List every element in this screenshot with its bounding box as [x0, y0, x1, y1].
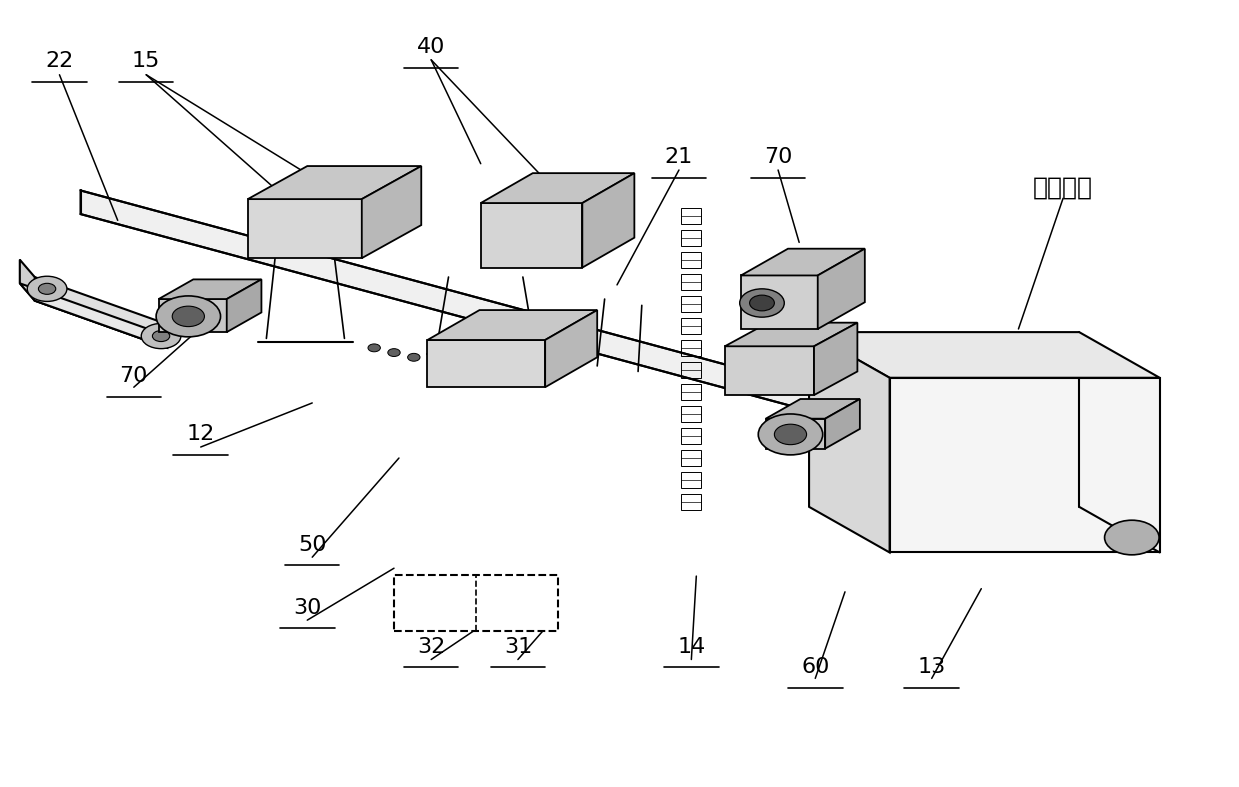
- Polygon shape: [741, 249, 865, 275]
- Text: 13: 13: [918, 657, 945, 678]
- Text: 70: 70: [764, 147, 792, 168]
- Text: 12: 12: [187, 424, 214, 445]
- Text: 60: 60: [802, 657, 829, 678]
- Bar: [681, 208, 701, 224]
- Circle shape: [408, 353, 420, 361]
- Circle shape: [141, 323, 181, 349]
- Polygon shape: [814, 323, 857, 395]
- Polygon shape: [809, 332, 890, 552]
- Polygon shape: [159, 299, 227, 332]
- Polygon shape: [20, 283, 167, 348]
- Bar: [681, 230, 701, 246]
- Bar: [681, 362, 701, 378]
- Polygon shape: [818, 249, 865, 329]
- Circle shape: [172, 306, 204, 327]
- Circle shape: [388, 349, 400, 357]
- Bar: [681, 450, 701, 466]
- Bar: [681, 384, 701, 400]
- Polygon shape: [248, 199, 362, 258]
- Polygon shape: [227, 279, 261, 332]
- Bar: [681, 274, 701, 290]
- Bar: [394, 575, 558, 631]
- Circle shape: [152, 331, 170, 342]
- Polygon shape: [427, 310, 597, 340]
- Circle shape: [368, 344, 380, 352]
- Text: 30: 30: [294, 597, 321, 618]
- Polygon shape: [725, 346, 814, 395]
- Text: 22: 22: [46, 51, 73, 72]
- Bar: [681, 296, 701, 312]
- Text: 32: 32: [418, 637, 445, 657]
- Polygon shape: [545, 310, 597, 387]
- Circle shape: [27, 276, 67, 301]
- Bar: [681, 472, 701, 488]
- Polygon shape: [890, 378, 1160, 552]
- Polygon shape: [159, 279, 261, 299]
- Text: 40: 40: [418, 37, 445, 57]
- Text: 14: 14: [678, 637, 705, 657]
- Text: 50: 50: [297, 534, 327, 555]
- Polygon shape: [35, 301, 167, 348]
- Circle shape: [156, 296, 221, 337]
- Polygon shape: [766, 399, 860, 419]
- Polygon shape: [427, 340, 545, 387]
- Polygon shape: [725, 323, 857, 346]
- Polygon shape: [248, 166, 421, 199]
- Circle shape: [38, 283, 56, 294]
- Bar: [681, 428, 701, 444]
- Bar: [681, 406, 701, 422]
- Circle shape: [750, 295, 774, 311]
- Bar: [681, 252, 701, 268]
- Circle shape: [740, 289, 784, 317]
- Polygon shape: [741, 275, 818, 329]
- Polygon shape: [766, 419, 825, 449]
- Bar: [681, 340, 701, 356]
- Text: 70: 70: [120, 366, 147, 386]
- Circle shape: [758, 414, 823, 455]
- Polygon shape: [809, 332, 1160, 378]
- Circle shape: [774, 424, 807, 445]
- Polygon shape: [81, 190, 1031, 471]
- Bar: [681, 318, 701, 334]
- Bar: [681, 494, 701, 510]
- Polygon shape: [362, 166, 421, 258]
- Text: 31: 31: [504, 637, 532, 657]
- Polygon shape: [20, 260, 35, 301]
- Text: 21: 21: [665, 147, 693, 168]
- Text: 15: 15: [133, 51, 160, 72]
- Polygon shape: [35, 277, 167, 348]
- Circle shape: [1104, 520, 1158, 555]
- Polygon shape: [481, 203, 582, 268]
- Text: 被测物品: 被测物品: [1033, 176, 1093, 199]
- Polygon shape: [481, 173, 634, 203]
- Polygon shape: [825, 399, 860, 449]
- Polygon shape: [582, 173, 634, 268]
